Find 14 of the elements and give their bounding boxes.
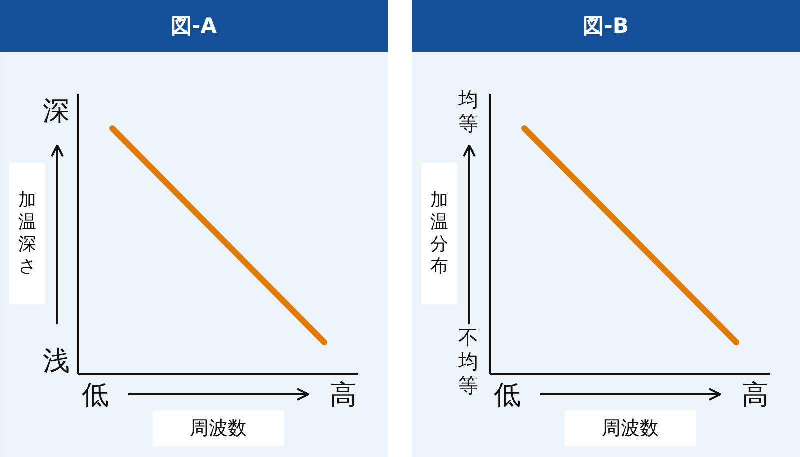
text: 浅 — [43, 346, 70, 377]
text: 高 — [742, 380, 769, 411]
chart-title: 図-B — [583, 13, 629, 40]
text: 不均等 — [458, 326, 478, 398]
text: 低 — [82, 380, 109, 411]
text: 高 — [330, 380, 357, 411]
text: 均等 — [458, 88, 478, 136]
x-axis-title: 周波数 — [602, 418, 659, 440]
y-axis-title: 加温分布 — [430, 190, 448, 278]
text: 深 — [43, 96, 70, 127]
chart-title: 図-A — [171, 13, 217, 40]
y-axis-title: 加温深さ — [18, 190, 36, 278]
x-axis-title: 周波数 — [190, 418, 247, 440]
text: 低 — [494, 380, 521, 411]
